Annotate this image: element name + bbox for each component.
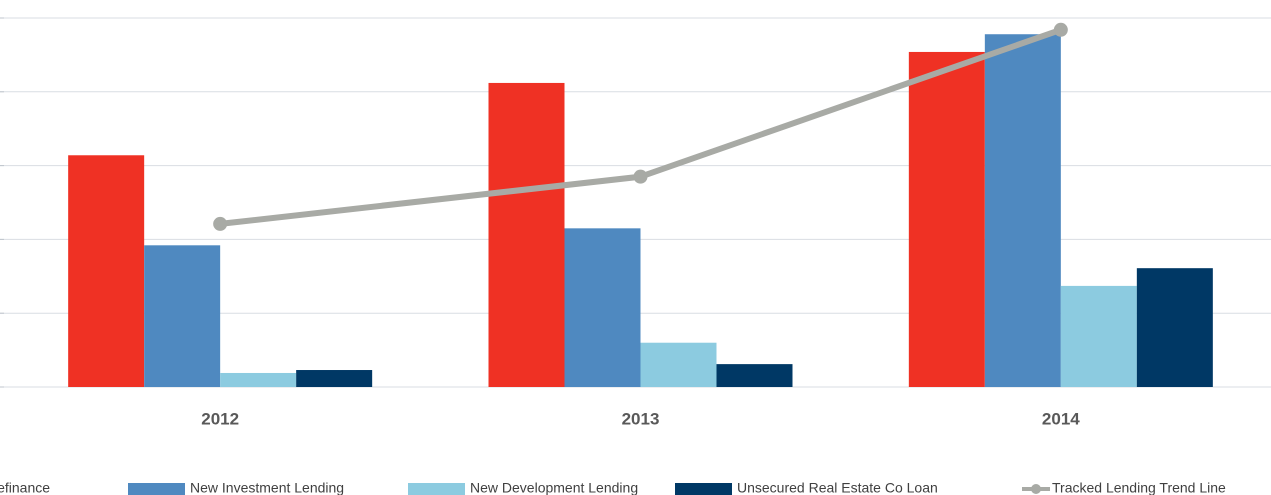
legend-label: Unsecured Real Estate Co Loan xyxy=(737,480,938,495)
bar xyxy=(1060,285,1137,387)
legend-swatch xyxy=(128,483,185,495)
legend-swatch xyxy=(408,483,465,495)
bar xyxy=(68,155,145,387)
x-tick-label: 2013 xyxy=(622,409,660,428)
trend-point xyxy=(213,216,228,231)
bar xyxy=(144,245,221,387)
legend-swatch xyxy=(675,483,732,495)
trend-point xyxy=(633,169,648,184)
bar xyxy=(220,372,297,387)
bar xyxy=(564,228,641,387)
x-tick-label: 2012 xyxy=(201,409,239,428)
bar xyxy=(296,370,373,387)
bar xyxy=(1136,268,1213,387)
x-tick-label: 2014 xyxy=(1042,409,1080,428)
legend-label: Refinance xyxy=(0,480,50,495)
bar xyxy=(908,51,985,387)
legend-swatch xyxy=(1031,484,1041,494)
bar xyxy=(640,342,717,387)
bar xyxy=(488,82,565,387)
trend-point xyxy=(1053,22,1068,37)
bar xyxy=(716,364,793,387)
legend-label: Tracked Lending Trend Line xyxy=(1052,480,1226,495)
legend-label: New Development Lending xyxy=(470,480,638,495)
bar xyxy=(984,34,1061,388)
legend-label: New Investment Lending xyxy=(190,480,344,495)
